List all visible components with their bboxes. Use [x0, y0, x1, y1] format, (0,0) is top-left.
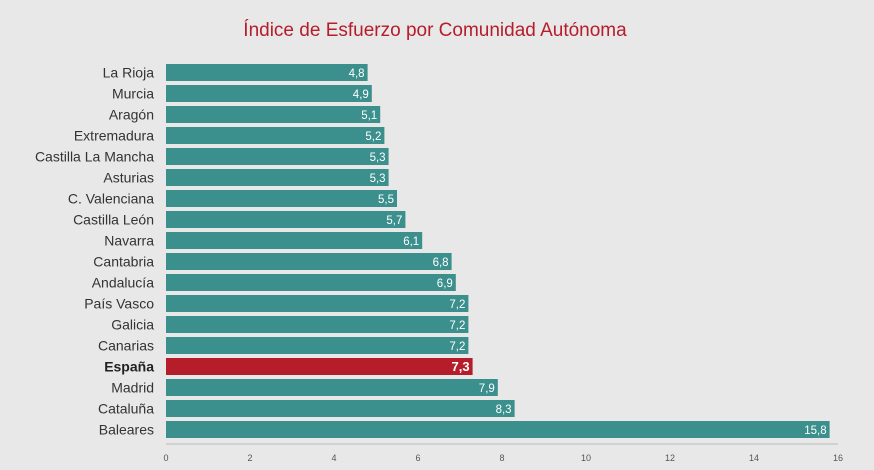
x-axis-ticks: 0 2 4 6 8 10 12 14 16 [163, 453, 843, 463]
category-label-canarias: Canarias [98, 338, 154, 354]
value-label-espana: 7,3 [452, 359, 470, 374]
category-label-baleares: Baleares [99, 422, 154, 438]
value-label-madrid: 7,9 [479, 383, 495, 395]
bar-canarias [166, 337, 469, 354]
category-label-pais-vasco: País Vasco [84, 296, 154, 312]
chart-title: Índice de Esfuerzo por Comunidad Autónom… [243, 20, 627, 41]
x-tick-label: 12 [665, 453, 675, 463]
bar-madrid [166, 379, 498, 396]
value-label-baleares: 15,8 [804, 425, 826, 437]
value-label-andalucia: 6,9 [437, 278, 453, 290]
category-label-espana: España [104, 359, 154, 375]
bar-murcia [166, 85, 372, 102]
category-label-c-valenciana: C. Valenciana [68, 191, 154, 207]
bar-cataluna [166, 400, 515, 417]
category-label-castilla-leon: Castilla León [73, 212, 154, 228]
value-label-cataluna: 8,3 [496, 404, 512, 416]
bars-group: 4,8 4,9 5,1 5,2 5,3 5,3 5,5 5,76,1 6,8 6,9 7,2 7,2 7… [166, 64, 830, 438]
value-label-murcia: 4,9 [353, 89, 369, 101]
bar-extremadura [166, 127, 385, 144]
category-label-galicia: Galicia [111, 317, 154, 333]
value-label-castilla-leon: 5,7 [386, 215, 402, 227]
value-label-pais-vasco: 7,2 [449, 299, 465, 311]
category-label-aragon: Aragón [109, 107, 154, 123]
value-label-castilla-la-mancha: 5,3 [370, 152, 386, 164]
value-label-navarra: 6,1 [403, 236, 419, 248]
value-label-extremadura: 5,2 [365, 131, 381, 143]
x-tick-label: 6 [415, 453, 420, 463]
value-label-galicia: 7,2 [449, 320, 465, 332]
category-label-andalucia: Andalucía [92, 275, 154, 291]
x-tick-label: 2 [247, 453, 252, 463]
x-tick-label: 16 [833, 453, 843, 463]
bar-aragon [166, 106, 381, 123]
x-tick-label: 8 [499, 453, 504, 463]
category-label-cataluna: Cataluña [98, 401, 154, 417]
value-label-aragon: 5,1 [361, 110, 377, 122]
value-label-cantabria: 6,8 [433, 257, 449, 269]
x-tick-label: 10 [581, 453, 591, 463]
bar-la-rioja [166, 64, 368, 81]
category-label-murcia: Murcia [112, 86, 154, 102]
category-label-castilla-la-mancha: Castilla La Mancha [35, 149, 154, 165]
category-label-cantabria: Cantabria [93, 254, 154, 270]
value-label-canarias: 7,2 [449, 341, 465, 353]
category-label-extremadura: Extremadura [74, 128, 154, 144]
bar-navarra [166, 232, 423, 249]
bar-castilla-leon [166, 211, 406, 228]
bar-pais-vasco [166, 295, 469, 312]
bar-castilla-la-mancha [166, 148, 389, 165]
bar-baleares [166, 421, 830, 438]
x-tick-label: 4 [331, 453, 336, 463]
value-label-c-valenciana: 5,5 [378, 194, 394, 206]
bar-asturias [166, 169, 389, 186]
bar-espana [166, 358, 473, 375]
bar-galicia [166, 316, 469, 333]
bar-cantabria [166, 253, 452, 270]
category-label-navarra: Navarra [104, 233, 154, 249]
x-tick-label: 14 [749, 453, 759, 463]
bar-andalucia [166, 274, 456, 291]
bar-c-valenciana [166, 190, 397, 207]
value-label-asturias: 5,3 [370, 173, 386, 185]
value-label-la-rioja: 4,8 [349, 68, 365, 80]
x-tick-label: 0 [163, 453, 168, 463]
category-label-la-rioja: La Rioja [103, 65, 155, 81]
category-label-madrid: Madrid [111, 380, 154, 396]
category-label-asturias: Asturias [103, 170, 154, 186]
